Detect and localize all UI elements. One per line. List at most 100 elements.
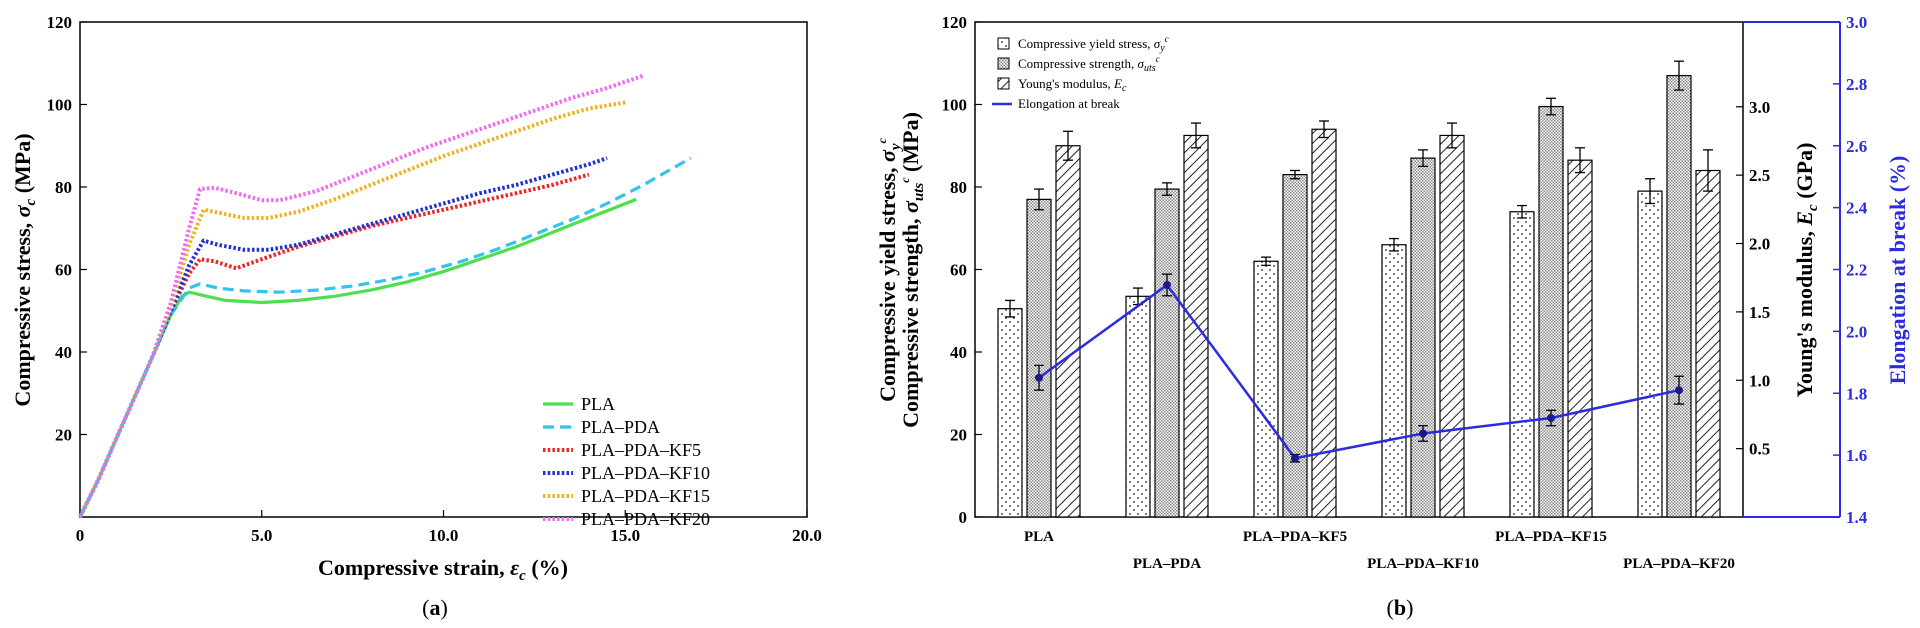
panel-b-modulus-tick-label: 1.5: [1749, 303, 1770, 322]
panel-b-modulus-tick-label: 3.0: [1749, 98, 1770, 117]
elongation-series-line: [1038, 283, 1680, 460]
elongation-point: [1547, 414, 1555, 422]
panel-a-legend-label: PLA: [581, 394, 615, 414]
elongation-point: [1291, 454, 1299, 463]
panel-b-modulus-tick-label: 2.0: [1749, 235, 1770, 254]
bar-diagonal: [1695, 169, 1721, 518]
panel-a-x-tick-label: 20.0: [792, 526, 822, 545]
panel-a-caption-letter: a: [430, 595, 441, 620]
panel-b-left-tick-label: 120: [942, 13, 968, 32]
panel-b-elongation-tick-label: 1.8: [1846, 384, 1867, 403]
panel-b-modulus-label-unit: (GPa): [1792, 143, 1817, 205]
panel-a-y-tick-label: 120: [47, 13, 73, 32]
bar-crosshatch: [1282, 174, 1308, 518]
panel-b-modulus-tick-label: 2.5: [1749, 166, 1770, 185]
panel-a-y-tick-label: 100: [47, 96, 73, 115]
panel-b-modulus-label: Young's modulus, Ec (GPa): [1792, 143, 1821, 398]
panel-b-legend-swatch: [997, 37, 1010, 50]
bar-crosshatch: [1026, 198, 1052, 518]
legend-label-sup: c: [1156, 54, 1160, 64]
panel-b-left-label-line1-sym: σ: [875, 149, 900, 162]
panel-b-elongation-line: [1034, 273, 1684, 463]
panel-a-y-axis-label: Compressive stress, σc (MPa): [10, 133, 39, 406]
panel-b-left-tick-label: 80: [950, 178, 967, 197]
legend-label-sup: c: [1165, 34, 1169, 44]
panel-b-left-axis: 0 20 40 60 80 100 120: [942, 13, 982, 527]
bar-diagonal: [1055, 145, 1081, 518]
panel-b-left-tick-label: 100: [942, 96, 968, 115]
panel-a-x-label-main: Compressive strain,: [318, 555, 510, 580]
panel-a-legend-label: PLA–PDA–KF15: [581, 486, 710, 506]
bar-crosshatch: [1666, 75, 1692, 518]
panel-a-y-label-unit: (MPa): [10, 133, 35, 198]
panel-b-caption-letter: b: [1394, 595, 1406, 620]
panel-b-modulus-tick-label: 1.0: [1749, 371, 1770, 390]
panel-a-x-axis: 0 5.0 10.0 15.0 20.0: [76, 510, 822, 545]
panel-a-x-tick-label: 0: [76, 526, 85, 545]
panel-a-line-chart: 20 40 60 80 100 120 0 5.0 10.0 15.0 20.0 PLA PLA–P…: [10, 13, 822, 620]
panel-b-legend-label: Young's modulus, Ec: [1018, 76, 1127, 94]
bar-diagonal: [1567, 159, 1593, 518]
series-line-pla-pda: [78, 156, 692, 518]
panel-b-modulus-label-main: Young's modulus,: [1792, 226, 1817, 398]
series-line-pla-pda-kf10: [78, 156, 608, 518]
elongation-point: [1419, 429, 1427, 438]
bar-diagonal: [1439, 134, 1465, 518]
bar-crosshatch: [1410, 157, 1436, 518]
panel-a-x-tick-label: 15.0: [610, 526, 640, 545]
category-label: PLA–PDA: [1133, 556, 1201, 572]
panel-b-left-label-line1: Compressive yield stress, σyc: [875, 137, 904, 401]
series-line-pla: [78, 197, 637, 518]
elongation-point: [1163, 280, 1171, 289]
panel-a-x-tick-label: 10.0: [429, 526, 459, 545]
panel-a-y-tick-label: 60: [55, 261, 72, 280]
panel-b-elongation-tick-label: 2.2: [1846, 261, 1867, 280]
panel-a-y-tick-label: 40: [55, 343, 72, 362]
panel-b-left-label-line2-unit: (MPa): [898, 112, 923, 177]
panel-b-left-label-line2-sym: σ: [898, 200, 923, 213]
panel-a-x-label-unit: (%): [526, 555, 568, 580]
legend-label-sub: c: [1122, 83, 1127, 94]
panel-b-left-tick-label: 40: [950, 343, 967, 362]
panel-a-legend-label: PLA–PDA–KF5: [581, 440, 701, 460]
bar-dots: [1637, 190, 1663, 518]
panel-a-y-label-main: Compressive stress,: [10, 217, 35, 406]
panel-b-left-tick-label: 60: [950, 261, 967, 280]
panel-b-modulus-label-sym: E: [1792, 211, 1817, 227]
bar-dots: [1509, 211, 1535, 518]
legend-label-main: Young's modulus,: [1018, 76, 1114, 91]
panel-b-elongation-tick-label: 2.6: [1846, 137, 1867, 156]
panel-a-y-label-sym: σ: [10, 204, 35, 217]
elongation-point: [1035, 373, 1043, 382]
panel-b-legend-swatch: [997, 77, 1010, 90]
panel-b-legend-label: Compressive yield stress, σyc: [1018, 34, 1169, 54]
legend-label-sub: uts: [1144, 63, 1156, 74]
panel-a-x-tick-label: 5.0: [251, 526, 272, 545]
bar-dots: [1381, 244, 1407, 518]
panel-a-series: [78, 73, 692, 518]
panel-b-elongation-axis: 1.4 1.6 1.8 2.0 2.2 2.4 2.6 2.8 3.0: [1833, 13, 1868, 527]
bar-dots: [1125, 295, 1151, 518]
legend-label-sym: E: [1113, 76, 1122, 91]
panel-a-legend-label: PLA–PDA–KF20: [581, 509, 710, 529]
elongation-point: [1675, 386, 1683, 395]
panel-b-elongation-tick-label: 3.0: [1846, 13, 1867, 32]
panel-b-elongation-tick-label: 2.0: [1846, 322, 1867, 341]
panel-b-category-labels: PLA PLA–PDA PLA–PDA–KF5 PLA–PDA–KF10 PLA–PDA…: [1024, 529, 1735, 572]
panel-b-elongation-tick-label: 2.4: [1846, 199, 1868, 218]
panel-b-left-tick-label: 0: [959, 508, 968, 527]
panel-b-elongation-tick-label: 2.8: [1846, 75, 1867, 94]
panel-b-left-label-line2-sup: c: [898, 177, 912, 183]
panel-b-bars: [997, 60, 1721, 518]
panel-b-modulus-tick-label: 0.5: [1749, 440, 1770, 459]
bar-crosshatch: [1154, 188, 1180, 518]
panel-b-legend-label: Compressive strength, σutsc: [1018, 54, 1160, 74]
panel-b-elongation-tick-label: 1.6: [1846, 446, 1867, 465]
panel-a-legend: PLA PLA–PDA PLA–PDA–KF5 PLA–PDA–KF10 PLA–PDA…: [543, 394, 710, 529]
legend-label-sub: y: [1159, 43, 1165, 54]
category-label: PLA–PDA–KF15: [1495, 529, 1607, 545]
panel-b-legend: Compressive yield stress, σycCompressive…: [992, 34, 1169, 111]
panel-a-y-tick-label: 80: [55, 178, 72, 197]
category-label: PLA–PDA–KF10: [1367, 556, 1479, 572]
